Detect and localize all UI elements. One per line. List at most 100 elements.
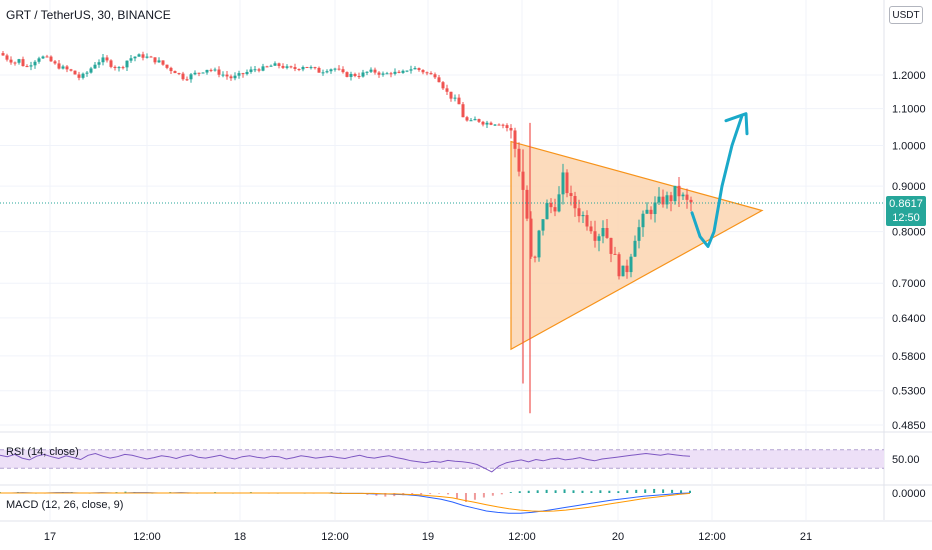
candle-body <box>317 67 321 73</box>
macd-histogram-bar <box>491 493 494 496</box>
candle-body <box>81 73 85 78</box>
candle-body <box>57 63 61 69</box>
candle-body <box>269 65 273 67</box>
candle-body <box>369 69 373 72</box>
candle-body <box>13 62 17 64</box>
candle-body <box>577 208 581 217</box>
x-tick-label: 12:00 <box>698 531 726 543</box>
candle-body <box>29 65 33 67</box>
candle-body <box>141 54 145 58</box>
candle-body <box>457 97 461 105</box>
macd-level-label: 0.0000 <box>892 488 926 500</box>
candle-body <box>25 66 29 68</box>
candle-body <box>229 76 233 79</box>
candle-body <box>325 71 329 73</box>
candle-body <box>421 69 425 73</box>
candle-body <box>405 70 409 72</box>
rsi-label[interactable]: RSI (14, close) <box>6 446 79 458</box>
candle-body <box>617 254 621 277</box>
candle-body <box>9 59 13 63</box>
macd-histogram-bar <box>509 492 512 493</box>
candle-body <box>301 67 305 70</box>
macd-histogram-bar <box>527 490 530 493</box>
candle-body <box>241 73 245 75</box>
candle-body <box>213 69 217 71</box>
candle-body <box>501 124 505 126</box>
candle-body <box>425 72 429 74</box>
candle-body <box>305 67 309 69</box>
arrow-shaft <box>690 114 744 248</box>
rsi-pane: 50.00 <box>0 449 920 473</box>
candle-body <box>381 73 385 75</box>
candle-body <box>53 61 57 64</box>
macd-histogram-bar <box>545 489 548 493</box>
macd-histogram-bar <box>599 490 602 493</box>
candle-body <box>597 236 601 241</box>
candle-body <box>441 82 445 89</box>
candle-body <box>33 61 37 66</box>
candle-body <box>293 67 297 69</box>
candle-body <box>533 256 537 258</box>
macd-histogram-bar <box>124 491 127 493</box>
candle-body <box>177 73 181 75</box>
candle-body <box>189 74 193 80</box>
candle-body <box>117 67 121 69</box>
macd-histogram-bar <box>464 493 467 502</box>
candle-body <box>581 215 585 217</box>
candle-body <box>681 194 685 197</box>
candle-body <box>629 256 633 273</box>
candle-body <box>625 265 629 273</box>
candle-body <box>181 73 185 80</box>
symbol-title[interactable]: GRT / TetherUS, 30, BINANCE <box>6 8 171 22</box>
macd-histogram-bar <box>563 489 566 493</box>
candle-body <box>465 117 469 121</box>
rsi-line <box>0 452 691 473</box>
candle-body <box>233 75 237 79</box>
macd-histogram-bar <box>447 493 450 495</box>
candle-body <box>549 202 553 208</box>
currency-badge[interactable]: USDT <box>889 6 923 24</box>
candle-body <box>205 69 209 73</box>
y-tick-label: 0.6400 <box>892 313 926 325</box>
candle-body <box>565 172 569 194</box>
candle-body <box>453 97 457 99</box>
candle-body <box>429 73 433 75</box>
macd-label[interactable]: MACD (12, 26, close, 9) <box>6 499 124 511</box>
candle-body <box>61 66 65 69</box>
candle-body <box>333 68 337 70</box>
candle-body <box>137 54 141 57</box>
macd-histogram-bar <box>438 493 441 494</box>
candle-body <box>69 69 73 71</box>
x-tick-label: 18 <box>234 531 246 543</box>
candle-body <box>321 72 325 74</box>
candle-body <box>529 218 533 257</box>
x-tick-label: 20 <box>612 531 624 543</box>
candle-body <box>133 56 137 59</box>
candle-body <box>477 119 481 122</box>
candle-body <box>169 67 173 72</box>
candle-body <box>365 71 369 73</box>
candle-body <box>153 57 157 63</box>
candle-body <box>553 207 557 212</box>
candle-body <box>393 71 397 74</box>
candle-body <box>473 119 477 121</box>
candle-body <box>197 72 201 74</box>
macd-histogram-bar <box>554 490 557 493</box>
candle-body <box>161 60 165 65</box>
candle-body <box>1 53 5 56</box>
candles <box>1 51 693 414</box>
x-tick-label: 21 <box>800 531 812 543</box>
price-axis: 1.2000 1.1000 1.0000 0.9000 0.8000 0.7000 0.64… <box>892 70 926 432</box>
candle-body <box>469 120 473 122</box>
candle-body <box>437 77 441 83</box>
candle-body <box>329 69 333 72</box>
candle-body <box>97 62 101 65</box>
candle-body <box>201 72 205 74</box>
macd-histogram-bar <box>429 493 432 494</box>
macd-histogram-bar <box>680 490 683 493</box>
rsi-band <box>0 449 884 469</box>
candle-body <box>85 72 89 74</box>
candle-body <box>17 59 21 63</box>
candle-body <box>637 227 641 241</box>
